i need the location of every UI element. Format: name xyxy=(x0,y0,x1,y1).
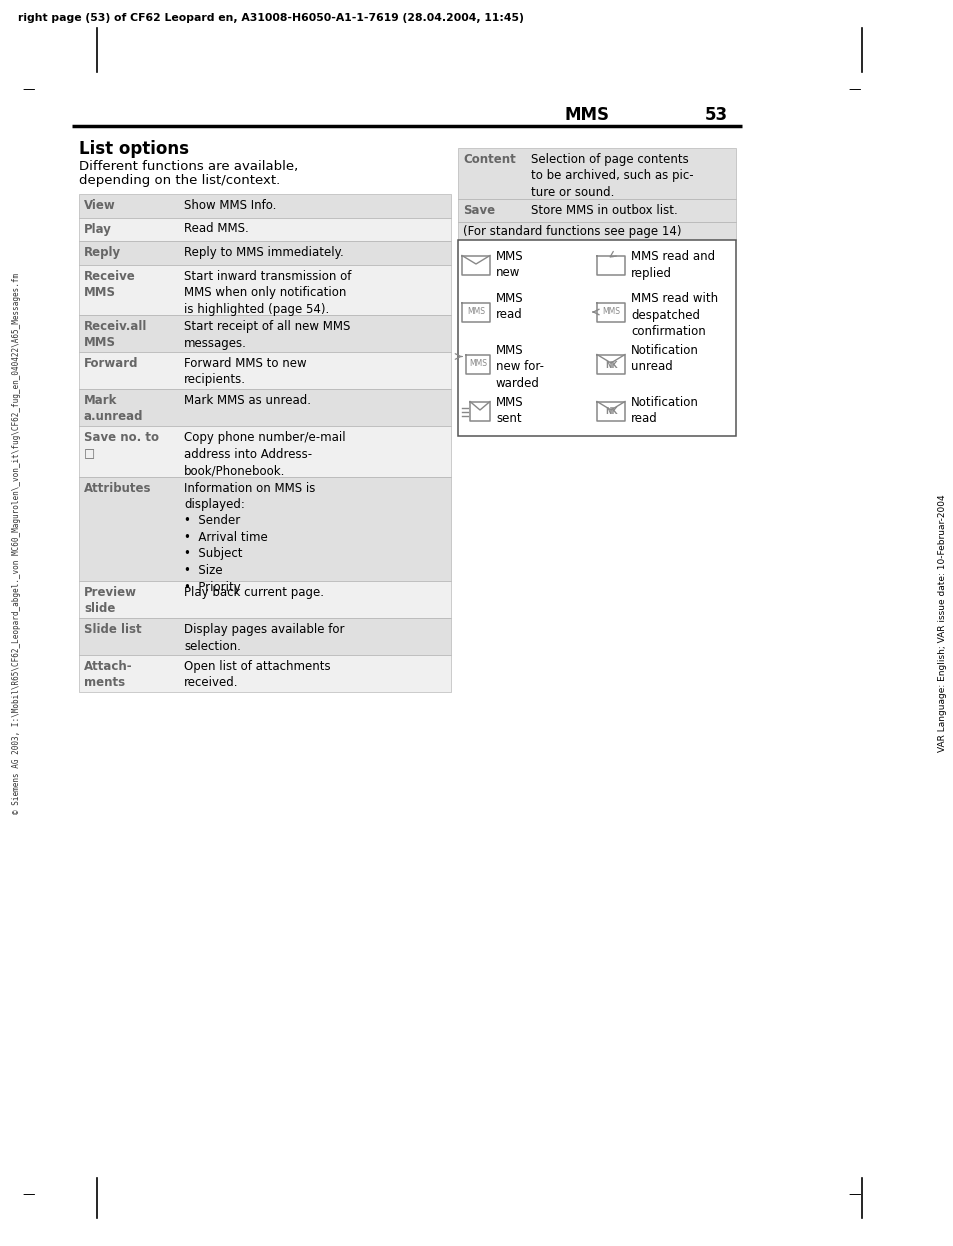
Text: Open list of attachments
received.: Open list of attachments received. xyxy=(184,660,331,689)
Text: Information on MMS is
displayed:
•  Sender
•  Arrival time
•  Subject
•  Size
• : Information on MMS is displayed: • Sende… xyxy=(184,481,315,593)
Text: Receive
MMS: Receive MMS xyxy=(84,269,135,299)
Text: —: — xyxy=(22,1187,34,1201)
Text: 53: 53 xyxy=(704,106,727,125)
Text: View: View xyxy=(84,199,115,212)
Text: Mark
a.unread: Mark a.unread xyxy=(84,394,143,424)
Bar xyxy=(79,353,451,389)
Bar xyxy=(79,618,451,655)
Text: —: — xyxy=(22,83,34,96)
Bar xyxy=(79,655,451,692)
Text: MMS read and
replied: MMS read and replied xyxy=(630,250,715,279)
Text: Attach-
ments: Attach- ments xyxy=(84,660,132,689)
Bar xyxy=(79,426,451,476)
Text: MMS
new: MMS new xyxy=(496,250,523,279)
Text: Display pages available for
selection.: Display pages available for selection. xyxy=(184,623,344,653)
Text: Store MMS in outbox list.: Store MMS in outbox list. xyxy=(531,203,677,217)
Text: Start inward transmission of
MMS when only notification
is highlighted (page 54): Start inward transmission of MMS when on… xyxy=(184,269,351,315)
Text: Content: Content xyxy=(462,153,516,166)
Text: —: — xyxy=(847,83,860,96)
Text: MMS
sent: MMS sent xyxy=(496,396,523,425)
Text: Copy phone number/e-mail
address into Address-
book/Phonebook.: Copy phone number/e-mail address into Ad… xyxy=(184,431,345,477)
Text: Slide list: Slide list xyxy=(84,623,141,635)
Text: Read MMS.: Read MMS. xyxy=(184,223,249,235)
Bar xyxy=(79,264,451,315)
Text: Reply: Reply xyxy=(84,245,121,259)
Bar xyxy=(457,222,735,240)
Bar xyxy=(79,218,451,240)
Text: Show MMS Info.: Show MMS Info. xyxy=(184,199,276,212)
Text: Selection of page contents
to be archived, such as pic-
ture or sound.: Selection of page contents to be archive… xyxy=(531,153,693,199)
Bar xyxy=(79,194,451,218)
Text: VAR Language: English; VAR issue date: 10-Februar-2004: VAR Language: English; VAR issue date: 1… xyxy=(938,495,946,751)
Text: MMS: MMS xyxy=(467,308,484,316)
Text: MMS: MMS xyxy=(601,308,619,316)
Bar xyxy=(79,315,451,353)
Text: © Siemens AG 2003, I:\Mobil\R65\CF62_Leopard_abgel._von MC60_Magurolen\_von_it\f: © Siemens AG 2003, I:\Mobil\R65\CF62_Leo… xyxy=(12,273,22,814)
Text: MMS: MMS xyxy=(564,106,609,125)
Bar xyxy=(457,148,735,198)
Text: NΚ: NΚ xyxy=(604,407,617,416)
Text: Preview
slide: Preview slide xyxy=(84,586,137,616)
Bar xyxy=(457,240,735,436)
Text: Receiv.all
MMS: Receiv.all MMS xyxy=(84,320,147,349)
Bar xyxy=(79,581,451,618)
Text: Notification
read: Notification read xyxy=(630,396,699,425)
Text: Mark MMS as unread.: Mark MMS as unread. xyxy=(184,394,311,407)
Text: Reply to MMS immediately.: Reply to MMS immediately. xyxy=(184,245,343,259)
Text: MMS read with
despatched
confirmation: MMS read with despatched confirmation xyxy=(630,292,718,338)
Text: MMS
new for-
warded: MMS new for- warded xyxy=(496,344,543,390)
Bar xyxy=(79,476,451,581)
Text: right page (53) of CF62 Leopard en, A31008-H6050-A1-1-7619 (28.04.2004, 11:45): right page (53) of CF62 Leopard en, A310… xyxy=(18,12,523,22)
Text: MMS: MMS xyxy=(469,360,486,369)
Text: List options: List options xyxy=(79,140,189,158)
Bar xyxy=(79,240,451,264)
Text: Forward MMS to new
recipients.: Forward MMS to new recipients. xyxy=(184,358,306,386)
Text: Different functions are available,: Different functions are available, xyxy=(79,159,298,173)
Text: (For standard functions see page 14): (For standard functions see page 14) xyxy=(462,226,680,238)
Bar xyxy=(457,198,735,222)
Text: Play back current page.: Play back current page. xyxy=(184,586,324,599)
Text: Play: Play xyxy=(84,223,112,235)
Text: —: — xyxy=(847,1187,860,1201)
Text: Save: Save xyxy=(462,203,495,217)
Text: depending on the list/context.: depending on the list/context. xyxy=(79,174,280,187)
Text: Notification
unread: Notification unread xyxy=(630,344,699,374)
Text: Save no. to
□: Save no. to □ xyxy=(84,431,159,461)
Text: Start receipt of all new MMS
messages.: Start receipt of all new MMS messages. xyxy=(184,320,350,349)
Text: NΚ: NΚ xyxy=(604,360,617,370)
Text: MMS
read: MMS read xyxy=(496,292,523,321)
Text: Forward: Forward xyxy=(84,358,138,370)
Bar xyxy=(79,389,451,426)
Text: Attributes: Attributes xyxy=(84,481,152,495)
